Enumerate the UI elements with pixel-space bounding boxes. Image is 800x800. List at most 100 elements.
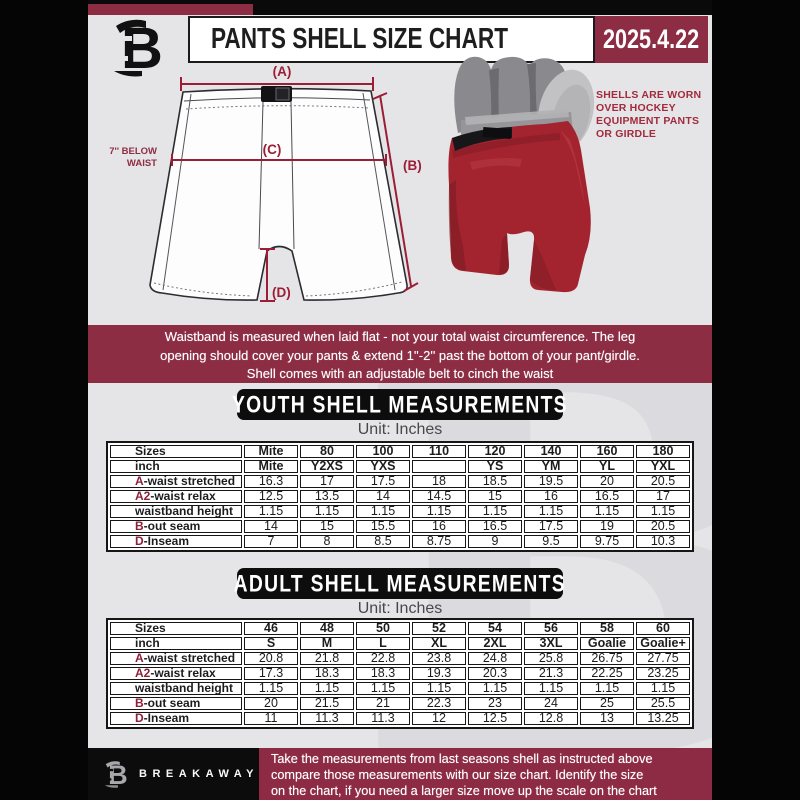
size-cell: 15 [468,490,522,503]
size-cell: 2XL [468,637,522,650]
size-cell: 20 [244,697,298,710]
row-label-prefix: D [135,535,144,548]
size-cell: 1.15 [468,682,522,695]
size-cell: 14.5 [412,490,466,503]
footer-line: Take the measurements from last seasons … [271,752,653,766]
row-label: waistband height [110,505,242,518]
row-label: D-Inseam [110,712,242,725]
measurement-label-a: (A) [272,64,292,79]
size-cell: 1.15 [412,505,466,518]
table-row: waistband height 1.15 1.15 1.15 1.15 1.15 1.15… [110,505,690,518]
size-cell: 1.15 [356,505,410,518]
size-cell: 110 [412,445,466,458]
size-cell: YL [580,460,634,473]
hockey-pants-photo [448,56,595,293]
waist-note-line2: WAIST [126,158,157,169]
size-cell: 1.15 [524,682,578,695]
footer-brand-logo-icon: B [102,759,128,790]
table-row: inch Mite Y2XS YXS YS YM YL YXL [110,460,690,473]
row-label: waistband height [110,682,242,695]
notice-line: Waistband is measured when laid flat - n… [164,329,636,344]
size-cell: 9.75 [580,535,634,548]
size-cell: 11 [244,712,298,725]
size-cell: 9 [468,535,522,548]
footer-line: compare those measurements with our size… [271,767,644,782]
size-cell: 1.15 [468,505,522,518]
row-label: A2-waist relax [110,490,242,503]
row-label: B-out seam [110,520,242,533]
row-label: A-waist stretched [110,652,242,665]
table-row: A-waist stretched 16.3 17 17.5 18 18.5 19.5 20 2… [110,475,690,488]
size-cell: 1.15 [636,505,690,518]
footer-brand-box: B BREAKAWAY [88,748,259,800]
size-cell: 1.15 [244,682,298,695]
size-cell: Y2XS [300,460,354,473]
size-cell: 16.5 [468,520,522,533]
size-cell: 15 [300,520,354,533]
size-cell: 20 [580,475,634,488]
table-row: Sizes Mite 80 100 110 120 140 160 180 [110,445,690,458]
size-cell: 8.75 [412,535,466,548]
size-cell: 80 [300,445,354,458]
date-badge: 2025.4.22 [595,16,708,63]
size-cell: 20.3 [468,667,522,680]
size-cell: 13.5 [300,490,354,503]
table-row: D-Inseam 7 8 8.5 8.75 9 9.5 9.75 10.3 [110,535,690,548]
table-row: waistband height 1.15 1.15 1.15 1.15 1.15 1.15… [110,682,690,695]
measurement-label-d: (D) [272,285,291,300]
measurement-label-c: (C) [262,142,282,157]
row-label: B-out seam [110,697,242,710]
size-cell: YXL [636,460,690,473]
size-cell: 16.5 [580,490,634,503]
size-cell: 60 [636,622,690,635]
adult-section-title: ADULT SHELL MEASUREMENTS [233,569,567,597]
size-cell: 12 [412,712,466,725]
row-label-prefix: B [135,697,144,710]
youth-section-header: YOUTH SHELL MEASUREMENTS [232,389,567,420]
table-row: D-Inseam 11 11.3 11.3 12 12.5 12.8 13 13.25 [110,712,690,725]
notice-line: Shell comes with an adjustable belt to c… [246,366,554,381]
row-label: inch [110,460,242,473]
size-cell: 12.5 [244,490,298,503]
size-cell: 14 [244,520,298,533]
size-cell: 56 [524,622,578,635]
size-cell: 10.3 [636,535,690,548]
size-cell: 17 [636,490,690,503]
table-row: A2-waist relax 17.3 18.3 18.3 19.3 20.3 21.3 22… [110,667,690,680]
adult-section-header: ADULT SHELL MEASUREMENTS [233,568,567,599]
table-row: Sizes 46 48 50 52 54 56 58 60 [110,622,690,635]
youth-section-title: YOUTH SHELL MEASUREMENTS [232,390,568,418]
size-cell: 12.8 [524,712,578,725]
size-cell: 21 [356,697,410,710]
size-cell: 1.15 [412,682,466,695]
photo-note-line: EQUIPMENT PANTS [596,115,700,127]
size-cell: 22.8 [356,652,410,665]
size-cell: 8.5 [356,535,410,548]
size-cell: 13.25 [636,712,690,725]
size-cell: L [356,637,410,650]
footer-brand-name: BREAKAWAY [139,768,259,780]
size-cell: 9.5 [524,535,578,548]
size-cell: 52 [412,622,466,635]
row-label-prefix: A2 [135,490,151,503]
notice-line: opening should cover your pants & extend… [160,347,640,363]
size-cell: Goalie+ [636,637,690,650]
size-cell: Mite [244,445,298,458]
size-cell: 1.15 [300,682,354,695]
date-text: 2025.4.22 [603,24,700,54]
size-cell: 1.15 [524,505,578,518]
size-cell: 18.5 [468,475,522,488]
size-cell: 120 [468,445,522,458]
size-cell: S [244,637,298,650]
waist-note-line1: 7'' BELOW [109,146,157,157]
row-label: inch [110,637,242,650]
size-cell: YM [524,460,578,473]
youth-size-table: Sizes Mite 80 100 110 120 140 160 180 inch Mite Y2X… [106,441,694,552]
size-cell: 8 [300,535,354,548]
size-cell: 22.3 [412,697,466,710]
row-label: Sizes [110,622,242,635]
table-row: A2-waist relax 12.5 13.5 14 14.5 15 16 16.5 17 [110,490,690,503]
size-cell: 26.75 [580,652,634,665]
size-cell: 1.15 [580,505,634,518]
size-cell: 21.8 [300,652,354,665]
